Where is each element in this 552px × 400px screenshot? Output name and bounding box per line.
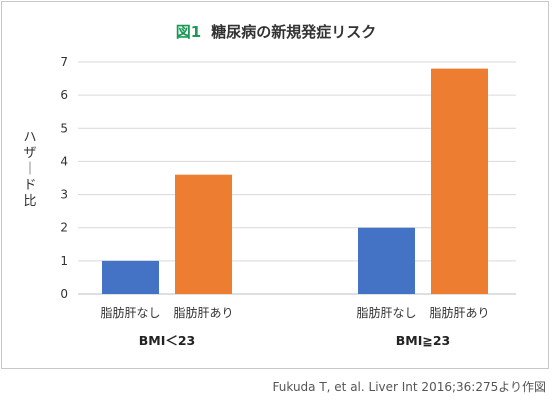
y-tick-label: 4 (60, 154, 68, 168)
chart-title-text: 糖尿病の新規発症リスク (211, 23, 377, 41)
group-label: BMI＜23 (139, 333, 196, 348)
y-tick-label: 5 (60, 121, 68, 135)
source-citation: Fukuda T, et al. Liver Int 2016;36:275より… (272, 380, 546, 394)
figure-number: 図1 (175, 23, 202, 41)
category-label: 脂肪肝あり (429, 305, 489, 320)
group-label: BMI≧23 (396, 333, 451, 348)
bar (175, 174, 232, 294)
y-tick-label: 2 (60, 221, 68, 235)
bar (431, 68, 488, 294)
category-label: 脂肪肝あり (173, 305, 233, 320)
bar (358, 227, 415, 294)
y-tick-label: 7 (60, 55, 68, 69)
bar (102, 260, 159, 294)
y-tick-label: 0 (60, 287, 68, 301)
chart-title: 図1 糖尿病の新規発症リスク (0, 21, 552, 42)
y-axis-label: ハザ｜ド比 (23, 130, 37, 209)
y-tick-label: 3 (60, 188, 68, 202)
y-tick-label: 6 (60, 88, 68, 102)
category-label: 脂肪肝なし (356, 305, 416, 320)
category-label: 脂肪肝なし (100, 305, 160, 320)
y-tick-label: 1 (60, 254, 68, 268)
